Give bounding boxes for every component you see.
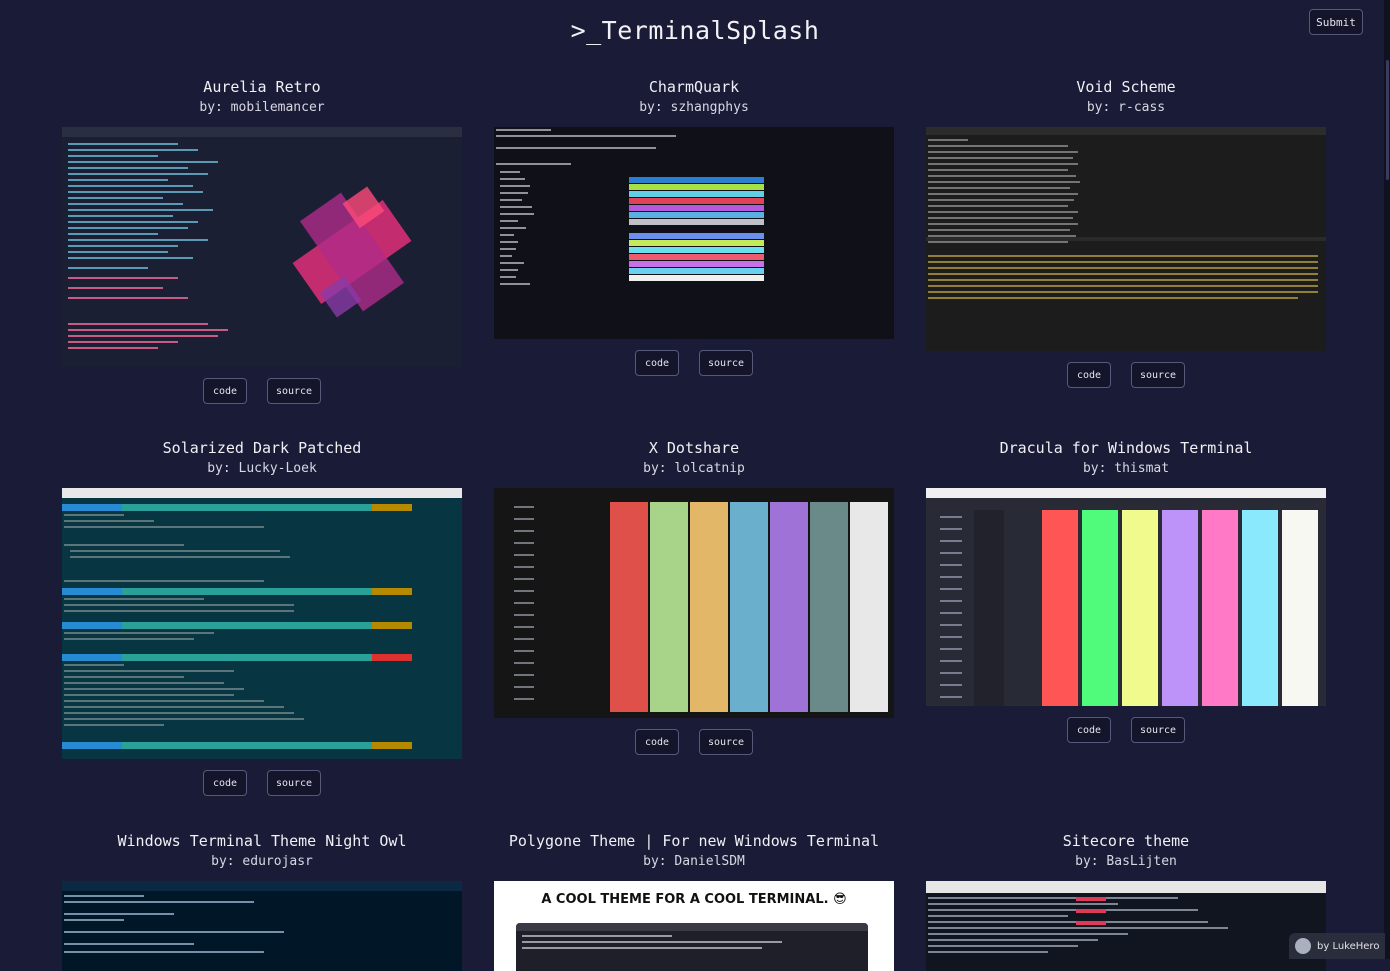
theme-screenshot[interactable] xyxy=(926,127,1326,351)
charmquark-preview-graphic xyxy=(496,129,764,285)
theme-screenshot[interactable]: A COOL THEME FOR A COOL TERMINAL. 😎 xyxy=(494,881,894,971)
theme-author: by: mobilemancer xyxy=(199,100,325,115)
theme-author: by: Lucky-Loek xyxy=(207,461,317,476)
source-button[interactable]: source xyxy=(267,378,321,404)
theme-actions: code source xyxy=(494,350,894,376)
nightowl-preview-graphic xyxy=(62,881,462,953)
theme-card: Windows Terminal Theme Night Owl by: edu… xyxy=(62,831,462,971)
submit-button[interactable]: Submit xyxy=(1309,9,1363,35)
code-button[interactable]: code xyxy=(1067,717,1111,743)
theme-author: by: thismat xyxy=(1082,461,1170,476)
theme-author: by: BasLijten xyxy=(1075,854,1177,869)
theme-screenshot[interactable] xyxy=(62,488,462,759)
theme-card: Dracula for Windows Terminal by: thismat… xyxy=(926,438,1326,743)
theme-title: Aurelia Retro xyxy=(203,78,321,96)
theme-screenshot[interactable] xyxy=(62,127,462,367)
theme-actions: code source xyxy=(494,729,894,755)
polygone-caption: A COOL THEME FOR A COOL TERMINAL. 😎 xyxy=(541,892,847,907)
theme-title: Void Scheme xyxy=(1076,78,1176,96)
code-button[interactable]: code xyxy=(203,770,247,796)
theme-title: Polygone Theme | For new Windows Termina… xyxy=(508,832,880,850)
source-button[interactable]: source xyxy=(699,350,753,376)
source-button[interactable]: source xyxy=(1131,717,1185,743)
solarized-preview-graphic xyxy=(62,488,462,749)
sitecore-preview-graphic xyxy=(926,881,1326,953)
polygone-terminal-window xyxy=(516,923,868,971)
theme-screenshot[interactable] xyxy=(494,488,894,718)
theme-title: Sitecore theme xyxy=(1062,832,1190,850)
theme-screenshot[interactable] xyxy=(926,881,1326,971)
code-button[interactable]: code xyxy=(635,729,679,755)
theme-actions: code source xyxy=(62,770,462,796)
theme-title: CharmQuark xyxy=(648,78,740,96)
theme-title: Windows Terminal Theme Night Owl xyxy=(117,832,407,850)
theme-card: Solarized Dark Patched by: Lucky-Loek xyxy=(62,438,462,796)
theme-title: Dracula for Windows Terminal xyxy=(999,439,1253,457)
scrollbar-thumb[interactable] xyxy=(1386,60,1389,180)
theme-card: Aurelia Retro by: mobilemancer xyxy=(62,77,462,404)
theme-actions: code source xyxy=(926,717,1326,743)
theme-card: CharmQuark by: szhangphys xyxy=(494,77,894,376)
theme-title: Solarized Dark Patched xyxy=(162,439,362,457)
source-button[interactable]: source xyxy=(267,770,321,796)
source-button[interactable]: source xyxy=(699,729,753,755)
avatar xyxy=(1295,938,1311,954)
theme-screenshot[interactable] xyxy=(494,127,894,339)
badge-label: by LukeHero xyxy=(1317,940,1380,952)
author-badge[interactable]: by LukeHero xyxy=(1289,933,1385,959)
theme-author: by: r-cass xyxy=(1086,100,1166,115)
dotshare-preview-graphic xyxy=(514,502,888,712)
theme-title: X Dotshare xyxy=(648,439,740,457)
theme-author: by: DanielSDM xyxy=(643,854,745,869)
code-button[interactable]: code xyxy=(635,350,679,376)
theme-author: by: szhangphys xyxy=(639,100,749,115)
theme-author: by: edurojasr xyxy=(211,854,313,869)
theme-author: by: lolcatnip xyxy=(643,461,745,476)
theme-card: Void Scheme by: r-cass code source xyxy=(926,77,1326,388)
theme-screenshot[interactable] xyxy=(62,881,462,971)
theme-card: X Dotshare by: lolcatnip code source xyxy=(494,438,894,755)
aurelia-preview-graphic xyxy=(62,127,462,349)
code-button[interactable]: code xyxy=(203,378,247,404)
theme-card: Polygone Theme | For new Windows Termina… xyxy=(494,831,894,971)
void-preview-graphic xyxy=(926,127,1326,299)
source-button[interactable]: source xyxy=(1131,362,1185,388)
theme-actions: code source xyxy=(926,362,1326,388)
theme-screenshot[interactable] xyxy=(926,488,1326,706)
theme-actions: code source xyxy=(62,378,462,404)
theme-card: Sitecore theme by: BasLijten xyxy=(926,831,1326,971)
page-scrollbar[interactable] xyxy=(1384,0,1390,959)
site-title: >_TerminalSplash xyxy=(570,16,820,45)
dracula-preview-graphic xyxy=(926,488,1326,706)
code-button[interactable]: code xyxy=(1067,362,1111,388)
